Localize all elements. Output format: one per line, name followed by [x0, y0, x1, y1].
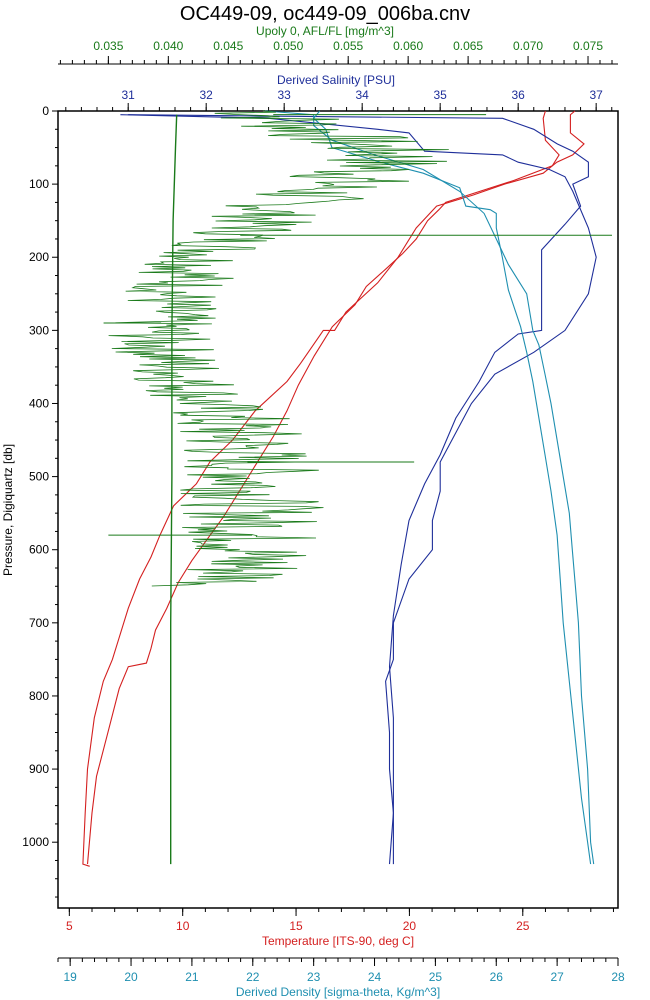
bottom-inner-axis-tick-label: 20 [403, 919, 417, 933]
top-inner-axis-tick-label: 35 [433, 88, 447, 102]
bottom-inner-axis-tick-label: 5 [66, 919, 73, 933]
bottom-outer-axis-tick-label: 22 [246, 970, 260, 984]
fluor-trace [108, 110, 449, 587]
temperature-profile-2 [86, 110, 560, 865]
top-outer-axis-tick-label: 0.065 [453, 39, 483, 53]
bottom-outer-axis-label: Derived Density [sigma-theta, Kg/m^3] [236, 985, 440, 999]
y-tick-label: 800 [29, 689, 49, 703]
top-inner-axis-label: Derived Salinity [PSU] [277, 73, 395, 87]
top-outer-axis-label: Upoly 0, AFL/FL [mg/m^3] [256, 24, 394, 38]
y-tick-label: 200 [29, 250, 49, 264]
y-tick-label: 100 [29, 177, 49, 191]
chart-title: OC449-09, oc449-09_006ba.cnv [180, 3, 470, 25]
top-inner-axis-tick-label: 31 [122, 88, 136, 102]
density-profile-2 [312, 110, 592, 865]
top-outer-axis-tick-label: 0.060 [393, 39, 423, 53]
bottom-outer-axis-tick-label: 24 [368, 970, 382, 984]
axes-layer: 0 100 200 300 400 500 600 700 800 900 1000 0.035 0.0… [22, 39, 625, 984]
bottom-outer-axis-tick-label: 26 [490, 970, 504, 984]
y-tick-label: 500 [29, 470, 49, 484]
y-tick-label: 1000 [22, 835, 49, 849]
top-outer-axis-tick-label: 0.055 [333, 39, 363, 53]
bottom-inner-axis-tick-label: 15 [289, 919, 303, 933]
y-tick-label: 400 [29, 396, 49, 410]
y-tick-label: 700 [29, 616, 49, 630]
fluor-baseline [170, 114, 178, 865]
top-inner-axis-tick-label: 36 [511, 88, 525, 102]
salinity-profile-1 [120, 114, 597, 865]
top-outer-axis-tick-label: 0.045 [213, 39, 243, 53]
top-outer-axis-tick-label: 0.040 [153, 39, 183, 53]
top-outer-axis-tick-label: 0.035 [93, 39, 123, 53]
density-profile-1 [264, 110, 595, 865]
salinity-profile-2 [128, 114, 589, 865]
bottom-inner-axis-label: Temperature [ITS-90, deg C] [262, 934, 414, 948]
y-tick-label: 600 [29, 543, 49, 557]
bottom-inner-axis-tick-label: 10 [176, 919, 190, 933]
top-inner-axis-tick-label: 32 [200, 88, 214, 102]
top-inner-axis-tick-label: 33 [278, 88, 292, 102]
bottom-outer-axis-tick-label: 28 [611, 970, 625, 984]
bottom-outer-axis-tick-label: 19 [63, 970, 77, 984]
y-axis-label: Pressure, Digiquartz [db] [1, 444, 15, 576]
top-outer-axis-tick-label: 0.070 [513, 39, 543, 53]
bottom-outer-axis-tick-label: 20 [124, 970, 138, 984]
top-inner-axis-tick-label: 34 [355, 88, 369, 102]
top-outer-axis-tick-label: 0.075 [573, 39, 603, 53]
bottom-outer-axis-tick-label: 27 [550, 970, 564, 984]
bottom-outer-axis-tick-label: 25 [429, 970, 443, 984]
bottom-inner-axis-tick-label: 25 [516, 919, 530, 933]
top-inner-axis-tick-label: 37 [589, 88, 603, 102]
temperature-profile-1 [82, 110, 585, 867]
y-tick-label: 300 [29, 323, 49, 337]
top-outer-axis-tick-label: 0.050 [273, 39, 303, 53]
bottom-outer-axis-tick-label: 21 [185, 970, 199, 984]
bottom-outer-axis-tick-label: 23 [307, 970, 321, 984]
y-tick-label: 0 [42, 104, 49, 118]
plot-frame [57, 110, 619, 909]
y-tick-label: 900 [29, 762, 49, 776]
plot-layer [82, 110, 613, 867]
